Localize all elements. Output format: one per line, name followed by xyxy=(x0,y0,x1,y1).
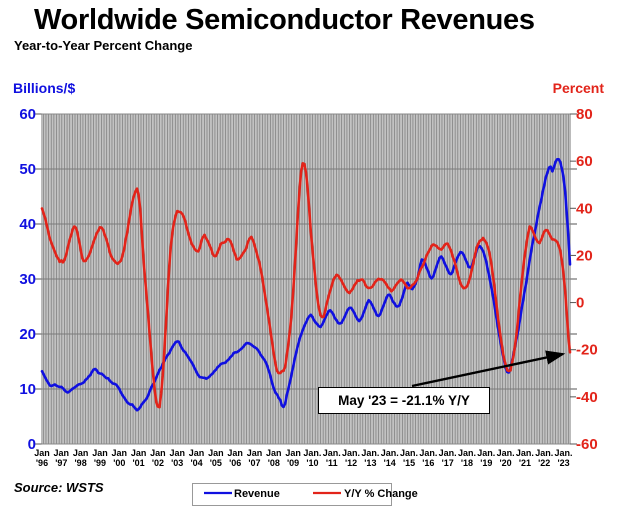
svg-text:'00: '00 xyxy=(113,458,125,468)
svg-text:Jan.: Jan. xyxy=(497,448,515,458)
svg-text:Jan.: Jan. xyxy=(381,448,399,458)
svg-text:'09: '09 xyxy=(287,458,299,468)
svg-text:'04: '04 xyxy=(190,458,202,468)
svg-text:'07: '07 xyxy=(248,458,260,468)
svg-text:'05: '05 xyxy=(210,458,222,468)
svg-text:'98: '98 xyxy=(75,458,87,468)
svg-text:40: 40 xyxy=(19,216,36,233)
svg-text:Jan.: Jan. xyxy=(361,448,379,458)
svg-text:-40: -40 xyxy=(576,389,598,406)
svg-text:'15: '15 xyxy=(403,458,415,468)
svg-text:'02: '02 xyxy=(152,458,164,468)
svg-text:Jan: Jan xyxy=(112,448,128,458)
svg-text:Jan: Jan xyxy=(208,448,224,458)
svg-text:Jan: Jan xyxy=(131,448,147,458)
svg-text:'18: '18 xyxy=(461,458,473,468)
svg-text:Jan: Jan xyxy=(73,448,89,458)
svg-text:'13: '13 xyxy=(364,458,376,468)
svg-text:0: 0 xyxy=(576,295,584,312)
svg-text:80: 80 xyxy=(576,106,593,123)
svg-text:Jan.: Jan. xyxy=(555,448,573,458)
svg-text:'12: '12 xyxy=(345,458,357,468)
svg-text:Jan: Jan xyxy=(285,448,301,458)
svg-text:Jan: Jan xyxy=(150,448,166,458)
svg-text:'03: '03 xyxy=(171,458,183,468)
svg-text:Jan.: Jan. xyxy=(458,448,476,458)
svg-text:Jan: Jan xyxy=(227,448,243,458)
svg-text:Jan: Jan xyxy=(266,448,282,458)
svg-text:'23: '23 xyxy=(557,458,569,468)
svg-text:30: 30 xyxy=(19,271,36,288)
svg-text:'11: '11 xyxy=(326,458,338,468)
svg-text:Jan: Jan xyxy=(247,448,263,458)
svg-text:20: 20 xyxy=(576,247,593,264)
svg-text:Jan.: Jan. xyxy=(323,448,341,458)
svg-text:Jan.: Jan. xyxy=(400,448,418,458)
svg-text:Jan: Jan xyxy=(169,448,185,458)
svg-text:'99: '99 xyxy=(94,458,106,468)
svg-text:Jan.: Jan. xyxy=(439,448,457,458)
svg-text:'16: '16 xyxy=(422,458,434,468)
svg-text:Jan: Jan xyxy=(54,448,70,458)
svg-text:'01: '01 xyxy=(133,458,145,468)
svg-text:Jan.: Jan. xyxy=(535,448,553,458)
svg-text:40: 40 xyxy=(576,200,593,217)
svg-text:'19: '19 xyxy=(480,458,492,468)
svg-text:Jan: Jan xyxy=(34,448,50,458)
svg-text:'22: '22 xyxy=(538,458,550,468)
svg-text:Jan.: Jan. xyxy=(419,448,437,458)
svg-text:Jan.: Jan. xyxy=(516,448,534,458)
svg-text:Jan: Jan xyxy=(189,448,205,458)
svg-text:Jan.: Jan. xyxy=(303,448,321,458)
svg-text:10: 10 xyxy=(19,381,36,398)
svg-text:50: 50 xyxy=(19,161,36,178)
svg-text:Jan.: Jan. xyxy=(477,448,495,458)
svg-text:60: 60 xyxy=(576,153,593,170)
svg-text:'10: '10 xyxy=(306,458,318,468)
svg-text:20: 20 xyxy=(19,326,36,343)
svg-text:'17: '17 xyxy=(442,458,454,468)
svg-text:Jan: Jan xyxy=(92,448,108,458)
svg-text:60: 60 xyxy=(19,106,36,123)
svg-text:'08: '08 xyxy=(268,458,280,468)
svg-text:-60: -60 xyxy=(576,436,598,453)
svg-text:-20: -20 xyxy=(576,342,598,359)
svg-text:'21: '21 xyxy=(519,458,531,468)
svg-text:'20: '20 xyxy=(500,458,512,468)
svg-text:'97: '97 xyxy=(55,458,67,468)
svg-text:'14: '14 xyxy=(384,458,396,468)
svg-text:'06: '06 xyxy=(229,458,241,468)
svg-text:Jan.: Jan. xyxy=(342,448,360,458)
svg-text:'96: '96 xyxy=(36,458,48,468)
